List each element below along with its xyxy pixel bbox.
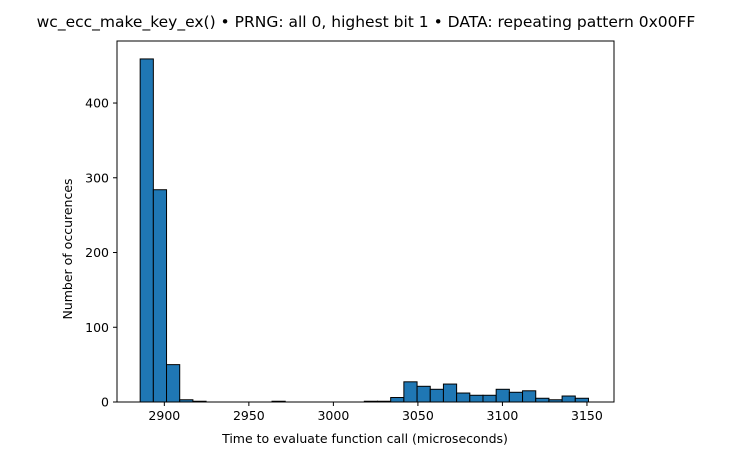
x-tick-label: 3050: [402, 408, 434, 423]
histogram-bar: [522, 390, 537, 403]
histogram-bar: [469, 394, 484, 403]
y-axis-label: Number of occurences: [60, 178, 75, 319]
histogram-bar: [574, 397, 589, 403]
histogram-bar: [139, 58, 154, 403]
histogram-bar: [166, 364, 181, 403]
x-tick-label: 2950: [233, 408, 265, 423]
x-axis-ticks: 2900 2950 3000 3050 3100 3150: [148, 402, 603, 423]
histogram-bar: [495, 388, 510, 403]
bars-layer: [139, 58, 589, 403]
y-tick-label: 300: [85, 170, 109, 185]
histogram-bar: [403, 381, 418, 403]
y-axis-ticks: 0 100 200 300 400: [85, 96, 117, 410]
histogram-bar: [456, 392, 471, 403]
x-tick-label: 3100: [487, 408, 519, 423]
plot-frame: [116, 40, 615, 403]
histogram-bar: [508, 391, 524, 403]
y-tick-label: 0: [101, 395, 109, 410]
histogram-bar: [482, 394, 497, 403]
histogram-bar: [442, 383, 458, 403]
histogram-bar: [416, 385, 431, 403]
histogram-bar: [152, 189, 168, 403]
x-tick-label: 3150: [571, 408, 603, 423]
y-tick-label: 200: [85, 245, 109, 260]
y-tick-label: 400: [85, 96, 109, 111]
y-tick-label: 100: [85, 320, 109, 335]
histogram-bar: [390, 397, 405, 403]
histogram-bar: [535, 397, 550, 403]
x-tick-label: 2900: [148, 408, 180, 423]
chart-title: wc_ecc_make_key_ex() • PRNG: all 0, high…: [37, 13, 696, 32]
histogram-bar: [429, 388, 444, 403]
histogram-bar: [561, 395, 576, 403]
x-axis-label: Time to evaluate function call (microsec…: [221, 431, 508, 446]
x-tick-label: 3000: [317, 408, 349, 423]
